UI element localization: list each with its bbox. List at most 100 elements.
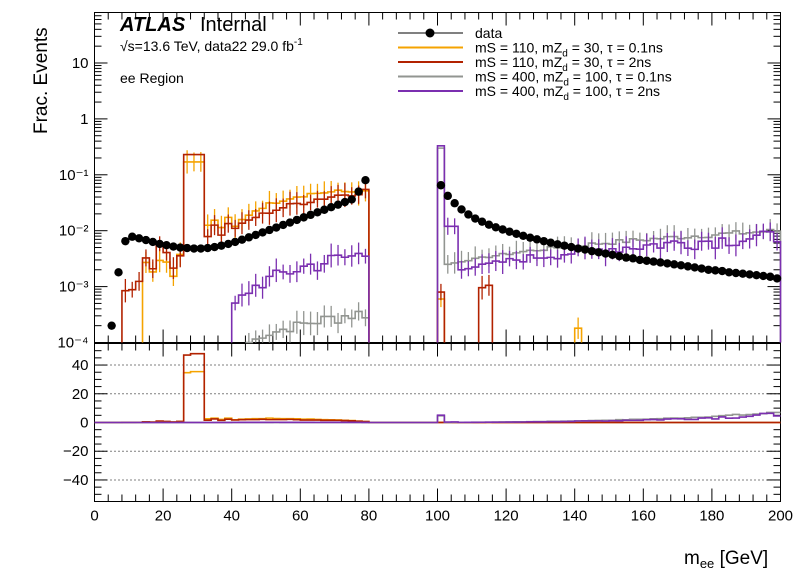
x-tick-label: 140	[562, 508, 587, 525]
data-point	[752, 270, 761, 280]
x-tick-label: 20	[155, 508, 172, 525]
data-point	[546, 238, 555, 247]
data-point	[704, 265, 713, 274]
data-point	[128, 232, 137, 241]
data-point	[587, 246, 597, 256]
x-axis-title-m: m	[684, 548, 700, 569]
energy-superscript: -1	[294, 37, 303, 48]
y-tick-label: 10⁻³	[59, 279, 89, 296]
data-point	[196, 244, 206, 253]
data-point	[560, 241, 569, 250]
data-point	[251, 230, 260, 240]
data-point	[230, 237, 240, 247]
status-label: Internal	[200, 14, 267, 36]
data-point	[608, 250, 617, 260]
data-point	[649, 257, 658, 266]
data-point	[114, 268, 123, 277]
s3-histogram	[245, 147, 782, 344]
legend-text: mS = 110, mZ	[475, 40, 563, 56]
x-tick-label: 100	[425, 508, 450, 525]
data-point	[594, 248, 603, 257]
data-point	[347, 195, 356, 204]
data-point	[121, 236, 130, 246]
data-point	[615, 251, 624, 261]
data-point	[697, 264, 706, 273]
y-tick-label: 10⁻⁴	[57, 335, 88, 352]
energy-label: √s=13.6 TeV, data22 29.0 fb-1	[120, 37, 303, 54]
data-point	[717, 266, 727, 276]
data-point	[436, 181, 446, 190]
data-point	[525, 233, 535, 242]
data-point	[772, 274, 782, 283]
data-point	[567, 242, 576, 252]
x-tick-label: 40	[223, 508, 240, 525]
data-point	[313, 208, 322, 217]
data-point	[182, 243, 192, 253]
x-tick-label: 180	[699, 508, 724, 525]
legend-label-s3: mS = 400, mZd = 100, τ = 0.1ns	[475, 69, 672, 89]
y-tick-label: 10	[72, 55, 89, 72]
data-point	[759, 271, 768, 281]
s4-ratio-line	[94, 412, 781, 424]
data-point	[189, 244, 199, 253]
y-axis-title: Frac. Events	[31, 27, 52, 134]
data-point	[519, 231, 528, 241]
data-point	[443, 191, 452, 201]
ratio-y-tick-label: −20	[63, 443, 88, 460]
data-point	[690, 263, 699, 272]
y-tick-label: 10⁻¹	[59, 167, 89, 184]
data-point	[738, 269, 747, 278]
data-point	[539, 236, 549, 246]
data-point	[217, 241, 226, 250]
legend-text: = 30, τ = 0.1ns	[568, 40, 663, 56]
legend-text: mS = 110, mZ	[475, 54, 563, 70]
legend-text: mS = 400, mZ	[475, 83, 564, 99]
legend-label-s1: mS = 110, mZd = 30, τ = 0.1ns	[475, 40, 663, 60]
s4-histogram	[230, 145, 782, 343]
x-tick-label: 200	[768, 508, 793, 525]
legend-subscript: d	[563, 78, 569, 89]
data-point	[333, 200, 343, 209]
data-point	[162, 241, 171, 250]
x-axis-title: mee [GeV]	[684, 548, 768, 571]
data-point	[285, 218, 295, 227]
data-point	[731, 268, 741, 278]
data-point	[258, 228, 267, 237]
data-point	[141, 235, 151, 245]
y-tick-label: 10⁻²	[59, 223, 89, 240]
legend-text: = 30, τ = 2ns	[568, 54, 651, 70]
data-point	[628, 254, 638, 263]
data-point	[224, 239, 233, 249]
legend-text: = 100, τ = 2ns	[569, 83, 660, 99]
data-point	[237, 235, 247, 244]
signal-histograms	[121, 145, 782, 344]
region-label: ee Region	[120, 70, 184, 86]
data-point	[169, 242, 178, 251]
data-point	[532, 235, 542, 244]
data-point	[635, 255, 645, 265]
data-point	[450, 199, 459, 208]
legend-marker-data	[425, 28, 435, 38]
ratio-histograms	[94, 352, 781, 424]
legend-text: = 100, τ = 0.1ns	[569, 69, 672, 85]
data-point	[278, 220, 288, 230]
legend-label-s2: mS = 110, mZd = 30, τ = 2ns	[475, 54, 651, 74]
data-point	[107, 321, 116, 330]
legend-subscript: d	[562, 49, 568, 60]
data-point	[656, 258, 665, 267]
data-point	[244, 233, 254, 242]
x-axis-title-sub: ee	[700, 556, 714, 571]
data-point	[484, 220, 494, 229]
experiment-label: ATLAS	[119, 14, 186, 36]
data-point	[512, 229, 521, 238]
data-point	[361, 176, 370, 185]
data-point	[477, 217, 487, 226]
data-point	[711, 266, 720, 275]
x-axis-title-unit: [GeV]	[714, 548, 768, 569]
data-point	[683, 262, 693, 271]
ratio-y-tick-label: 40	[72, 357, 89, 374]
data-point	[642, 256, 651, 265]
x-tick-label: 80	[361, 508, 378, 525]
data-point	[676, 261, 686, 270]
